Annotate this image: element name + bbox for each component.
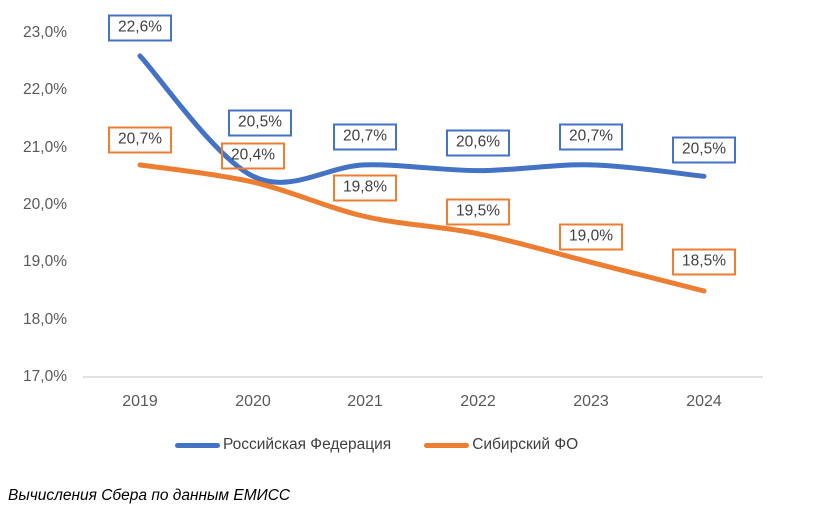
x-tick-label: 2020 — [235, 393, 271, 410]
x-tick-label: 2021 — [347, 393, 383, 410]
series-line-0 — [137, 53, 707, 185]
x-tick-label: 2019 — [122, 393, 158, 410]
legend-label: Российская Федерация — [223, 436, 392, 453]
chart-caption: Вычисления Сбера по данным ЕМИСС — [8, 487, 291, 504]
data-label: 20,4% — [221, 142, 285, 170]
data-label: 22,6% — [108, 14, 172, 42]
x-tick-label: 2022 — [460, 393, 496, 410]
data-label: 19,5% — [446, 198, 510, 226]
y-tick-label: 23,0% — [23, 24, 67, 41]
y-tick-label: 17,0% — [23, 368, 67, 385]
data-label: 20,7% — [559, 123, 623, 151]
x-tick-label: 2024 — [686, 393, 722, 410]
x-tick-label: 2023 — [573, 393, 609, 410]
data-label: 20,5% — [672, 136, 736, 164]
y-tick-label: 20,0% — [23, 196, 67, 213]
data-label: 19,0% — [559, 223, 623, 251]
chart-legend: Российская Федерация Сибирский ФО — [175, 436, 578, 454]
legend-item-0: Российская Федерация — [175, 436, 391, 454]
y-tick-label: 22,0% — [23, 81, 67, 99]
y-tick-label: 21,0% — [23, 138, 67, 156]
legend-line-icon — [175, 442, 220, 448]
legend-label: Сибирский ФО — [472, 436, 579, 453]
data-label: 19,8% — [333, 174, 397, 202]
data-label: 20,7% — [108, 126, 172, 154]
series-line-1 — [137, 162, 707, 294]
legend-line-icon — [424, 442, 470, 448]
data-label: 20,5% — [228, 109, 292, 137]
y-tick-label: 19,0% — [23, 253, 67, 271]
data-label: 20,6% — [446, 129, 510, 157]
legend-item-1: Сибирский ФО — [424, 436, 578, 454]
y-tick-label: 18,0% — [23, 310, 67, 328]
data-label: 20,7% — [333, 123, 397, 151]
data-label: 18,5% — [672, 248, 736, 276]
